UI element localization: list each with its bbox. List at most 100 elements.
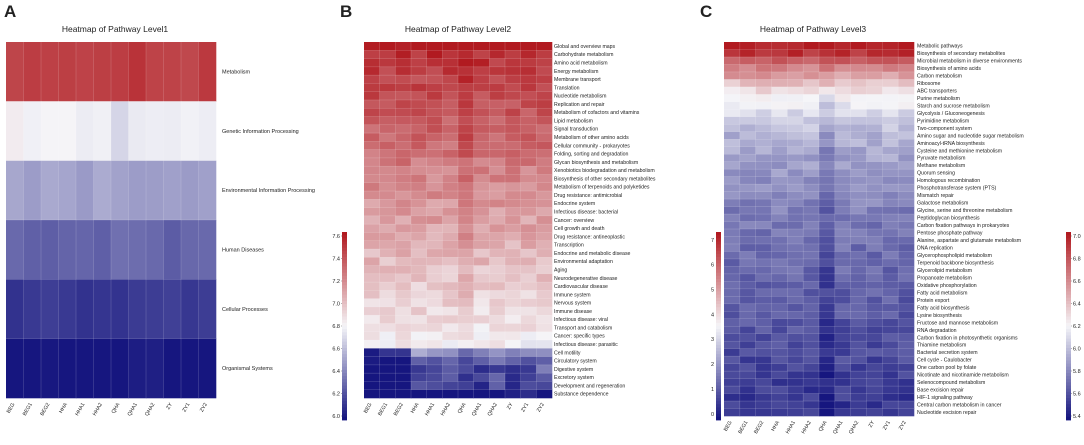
- heatmap-cell: [755, 199, 772, 207]
- heatmap-cell: [520, 356, 537, 366]
- heatmap-cell: [771, 408, 788, 417]
- heatmap-cell: [473, 99, 490, 109]
- heatmap-cell: [442, 191, 459, 200]
- heatmap-cell: [364, 373, 380, 382]
- heatmap-cell: [882, 371, 899, 379]
- panel-b-color-legend: 7.67.47.27.06.86.66.46.26.0: [332, 232, 347, 421]
- heatmap-cell: [442, 348, 459, 357]
- heatmap-cell: [898, 401, 915, 409]
- heatmap-cell: [755, 154, 772, 162]
- heatmap-cell: [473, 373, 490, 382]
- heatmap-cell: [458, 166, 474, 175]
- heatmap-cell: [536, 381, 553, 391]
- heatmap-cell: [128, 160, 147, 221]
- heatmap-cell: [819, 124, 836, 133]
- heatmap-cell: [505, 166, 521, 175]
- heatmap-cell: [866, 124, 883, 133]
- col-label: HHA1: [785, 420, 797, 435]
- row-label: Cellular Processes: [222, 307, 268, 313]
- heatmap-cell: [850, 94, 867, 103]
- heatmap-cell: [771, 146, 788, 155]
- heatmap-cell: [724, 266, 741, 275]
- heatmap-cell: [395, 340, 412, 349]
- heatmap-cell: [739, 281, 756, 290]
- col-label: HHA2: [92, 402, 104, 417]
- heatmap-cell: [771, 258, 788, 267]
- heatmap-cell: [458, 323, 474, 333]
- heatmap-cell: [882, 356, 899, 364]
- legend-swatch: [342, 282, 347, 286]
- heatmap-cell: [787, 176, 804, 185]
- heatmap-cell: [834, 326, 851, 335]
- heatmap-cell: [364, 166, 380, 175]
- heatmap-cell: [724, 363, 741, 372]
- axis-swatch: [716, 369, 721, 374]
- heatmap-cell: [426, 149, 443, 159]
- heatmap-cell: [819, 393, 836, 402]
- heatmap-cell: [473, 290, 490, 299]
- heatmap-cell: [395, 356, 412, 366]
- heatmap-cell: [426, 340, 443, 349]
- heatmap-cell: [411, 149, 427, 159]
- heatmap-cell: [898, 124, 915, 133]
- row-label: Membrane transport: [554, 77, 601, 83]
- axis-swatch: [716, 338, 721, 343]
- heatmap-cell: [898, 281, 915, 290]
- legend-swatch: [1066, 382, 1071, 386]
- heatmap-cell: [787, 401, 804, 409]
- heatmap-cell: [411, 248, 427, 258]
- heatmap-cell: [787, 42, 804, 50]
- heatmap-cell: [771, 311, 788, 320]
- heatmap-cell: [787, 311, 804, 320]
- legend-swatch: [1066, 326, 1071, 330]
- legend-swatch: [1066, 335, 1071, 339]
- heatmap-cell: [755, 236, 772, 245]
- heatmap-cell: [536, 108, 553, 117]
- heatmap-cell: [458, 66, 474, 76]
- heatmap-cell: [850, 288, 867, 297]
- col-label: BEG2: [753, 420, 765, 435]
- heatmap-cell: [426, 166, 443, 175]
- legend-swatch: [342, 244, 347, 249]
- heatmap-cell: [739, 221, 756, 230]
- heatmap-cell: [505, 248, 521, 258]
- heatmap-cell: [866, 176, 883, 185]
- heatmap-cell: [819, 109, 836, 118]
- heatmap-cell: [379, 182, 396, 192]
- heatmap-cell: [111, 338, 129, 399]
- axis-swatch: [716, 232, 721, 236]
- heatmap-cell: [426, 356, 443, 366]
- heatmap-cell: [411, 381, 427, 391]
- heatmap-cell: [489, 224, 506, 233]
- heatmap-cell: [850, 326, 867, 335]
- heatmap-cell: [458, 182, 474, 192]
- heatmap-cell: [739, 236, 756, 245]
- row-label: Cell motility: [554, 350, 581, 356]
- heatmap-cell: [364, 133, 380, 142]
- heatmap-cell: [755, 386, 772, 394]
- heatmap-cell: [163, 279, 182, 339]
- heatmap-cell: [787, 109, 804, 118]
- heatmap-cell: [850, 273, 867, 282]
- axis-swatch: [716, 360, 721, 364]
- heatmap-cell: [850, 341, 867, 349]
- heatmap-cell: [364, 224, 380, 233]
- legend-swatch: [1066, 316, 1071, 321]
- heatmap-cell: [163, 42, 182, 102]
- legend-swatch: [1066, 253, 1071, 258]
- heatmap-cell: [898, 229, 915, 237]
- heatmap-cell: [882, 296, 899, 305]
- col-label: BEG1: [737, 420, 749, 435]
- heatmap-cell: [520, 348, 537, 357]
- heatmap-cell: [819, 71, 836, 80]
- heatmap-cell: [520, 282, 537, 291]
- heatmap-cell: [163, 338, 182, 399]
- heatmap-cell: [411, 166, 427, 175]
- legend-swatch: [342, 238, 347, 242]
- heatmap-cell: [898, 176, 915, 185]
- axis-swatch: [716, 291, 721, 296]
- heatmap-cell: [755, 393, 772, 402]
- legend-swatch: [342, 260, 347, 264]
- heatmap-cell: [739, 266, 756, 275]
- heatmap-cell: [442, 331, 459, 341]
